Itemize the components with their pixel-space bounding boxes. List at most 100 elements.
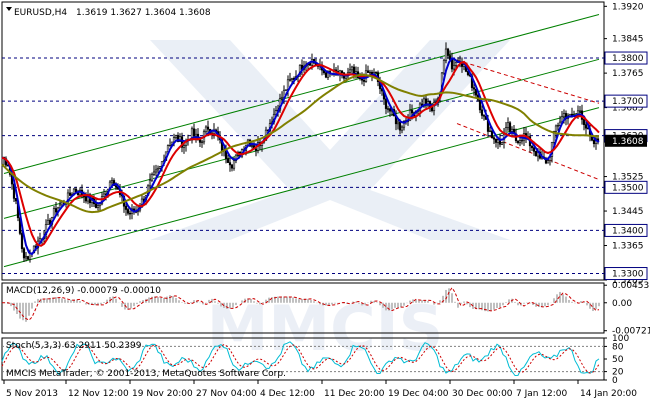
candle-body xyxy=(552,130,556,143)
candle-body xyxy=(592,139,596,145)
candle-body xyxy=(150,173,154,181)
candle-body xyxy=(68,192,72,196)
candle-body xyxy=(562,113,566,118)
candle-body xyxy=(352,66,356,74)
level-price-label: 1.3300 xyxy=(612,270,644,280)
price-tick-label: 1.3685 xyxy=(612,104,644,114)
level-price-tag xyxy=(604,180,648,194)
time-tick-label: 19 Dec 04:00 xyxy=(388,389,449,399)
candle-body xyxy=(452,65,456,70)
level-price-tag xyxy=(604,223,648,237)
candle-body xyxy=(250,145,254,147)
candle-body xyxy=(232,160,236,169)
candle-body xyxy=(492,137,496,140)
candle-body xyxy=(534,151,538,157)
copyright-label: MMCIS MetaTrader, © 2001-2013, MetaQuote… xyxy=(6,369,286,379)
time-tick-label: 12 Nov 12:00 xyxy=(68,389,129,399)
macd-tick-label: 0.00 xyxy=(612,299,632,309)
macd-tick-label: 0.00453 xyxy=(612,281,649,291)
candle-body xyxy=(494,138,498,143)
moving-average-line xyxy=(1,56,600,256)
candle-body xyxy=(482,115,486,117)
candle-body xyxy=(24,256,28,259)
price-axis: 1.39201.38451.37651.36851.36051.35251.34… xyxy=(604,2,650,386)
stochastic-tick-label: 100 xyxy=(612,334,629,344)
candle-body xyxy=(554,125,558,132)
candle-body xyxy=(558,121,562,126)
stochastic-tick-label: 80 xyxy=(612,342,624,352)
candle-body xyxy=(480,109,484,116)
macd-panel[interactable] xyxy=(1,282,605,334)
candle-body xyxy=(366,70,370,73)
candle-body xyxy=(228,162,232,166)
channel-line xyxy=(456,123,600,181)
level-price-tag xyxy=(604,267,648,281)
watermark: MMCIS xyxy=(150,40,510,365)
candle-body xyxy=(182,145,186,148)
candle-body xyxy=(126,209,130,214)
level-price-tag xyxy=(604,94,648,108)
candle-body xyxy=(368,71,372,74)
candle-body xyxy=(442,59,446,74)
candle-body xyxy=(510,128,514,132)
price-tick-label: 1.3365 xyxy=(612,242,644,252)
candle-body xyxy=(194,133,198,137)
candle-body xyxy=(110,180,114,183)
candle-body xyxy=(340,70,344,73)
stochastic-main-line xyxy=(1,341,600,377)
channel-line xyxy=(3,58,600,219)
candle-body xyxy=(112,180,116,186)
candle-body xyxy=(556,125,560,127)
price-tick-label: 1.3445 xyxy=(612,207,644,217)
price-tick-label: 1.3845 xyxy=(612,35,644,45)
candle-body xyxy=(444,48,448,61)
price-panel[interactable] xyxy=(1,1,605,281)
stochastic-tick-label: 20 xyxy=(612,368,624,378)
candle-body xyxy=(408,109,412,122)
candle-body xyxy=(288,79,292,81)
candle-body xyxy=(466,71,470,76)
candle-body xyxy=(46,219,50,225)
price-tick-label: 1.3525 xyxy=(612,173,644,183)
candle-body xyxy=(388,108,392,112)
channel-line xyxy=(456,59,600,104)
macd-label: MACD(12,26,9) -0.00079 -0.00010 xyxy=(6,286,161,296)
moving-average-line xyxy=(1,73,599,214)
candle-body xyxy=(254,148,258,151)
candle-body xyxy=(518,140,522,144)
candle-body xyxy=(582,119,586,125)
time-tick-label: 30 Dec 00:00 xyxy=(452,389,513,399)
price-tick-label: 1.3765 xyxy=(612,69,644,79)
stochastic-tick-label: 50 xyxy=(612,355,624,365)
dropdown-arrow-icon[interactable] xyxy=(6,7,12,11)
level-price-label: 1.3800 xyxy=(612,54,644,64)
candle-body xyxy=(158,166,162,169)
stochastic-label: Stoch(5,3,3) 63.2911 50.2399 xyxy=(6,341,142,351)
level-price-tag xyxy=(604,51,648,65)
candle-body xyxy=(96,205,100,208)
candle-body xyxy=(102,193,106,198)
candle-body xyxy=(26,256,30,260)
moving-average-line xyxy=(1,60,600,247)
candle-body xyxy=(174,135,178,138)
candle-body xyxy=(206,126,210,130)
current-price-label: 1.3608 xyxy=(612,137,644,147)
candle-body xyxy=(128,212,132,215)
candle-body xyxy=(284,89,288,91)
candle-body xyxy=(386,108,390,110)
candle-body xyxy=(488,130,492,133)
candle-body xyxy=(152,171,156,175)
candle-body xyxy=(178,136,182,142)
candle-body xyxy=(324,72,328,78)
candle-body xyxy=(168,145,172,147)
candle-body xyxy=(60,201,64,206)
candle-body xyxy=(508,122,512,132)
candle-body xyxy=(400,126,404,131)
price-tick-label: 1.3285 xyxy=(612,276,644,286)
candle-body xyxy=(148,179,152,187)
candle-body xyxy=(38,238,42,242)
candle-body xyxy=(156,167,160,171)
candle-body xyxy=(398,121,402,131)
time-tick-label: 4 Dec 12:00 xyxy=(260,389,315,399)
candle-body xyxy=(396,121,400,125)
